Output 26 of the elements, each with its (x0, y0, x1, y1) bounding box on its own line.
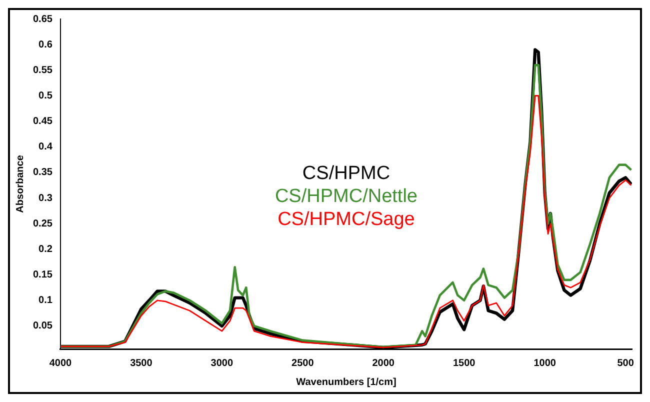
y-tick-label: 0.3 (38, 192, 53, 204)
x-tick-label: 1000 (534, 358, 556, 369)
text: CS/HPMC/Nettle (274, 186, 418, 208)
text: CS/HPMC/Sage (278, 209, 415, 230)
y-tick-label: 0.5 (38, 90, 53, 102)
y-tick-label: 0.6 (38, 39, 53, 50)
text: CS/HPMC (302, 163, 390, 184)
y-tick-label: 0.1 (38, 295, 53, 306)
y-tick-label: 0.4 (38, 142, 53, 153)
y-tick-label: 0.15 (32, 270, 53, 281)
y-tick-label: 0.25 (32, 218, 53, 230)
x-tick-label: 500 (617, 358, 634, 369)
y-axis-title: Absorbance (14, 154, 26, 213)
x-tick-label: 2500 (292, 358, 314, 369)
y-tick-label: 0.55 (32, 64, 53, 76)
y-tick-label: 0.05 (32, 320, 53, 332)
y-tick-label: 0.35 (32, 167, 53, 178)
x-tick-label: 4000 (49, 358, 72, 369)
x-tick-label: 3000 (210, 358, 234, 369)
x-tick-label: 1500 (452, 358, 476, 369)
y-tick-label: 0.45 (32, 116, 53, 128)
x-tick-label: 3500 (130, 358, 153, 369)
x-axis-title: Wavenumbers [1/cm] (296, 376, 396, 388)
x-tick-label: 2000 (372, 358, 395, 369)
y-tick-label: 0.2 (38, 244, 53, 255)
y-tick-label: 0.65 (32, 14, 53, 25)
